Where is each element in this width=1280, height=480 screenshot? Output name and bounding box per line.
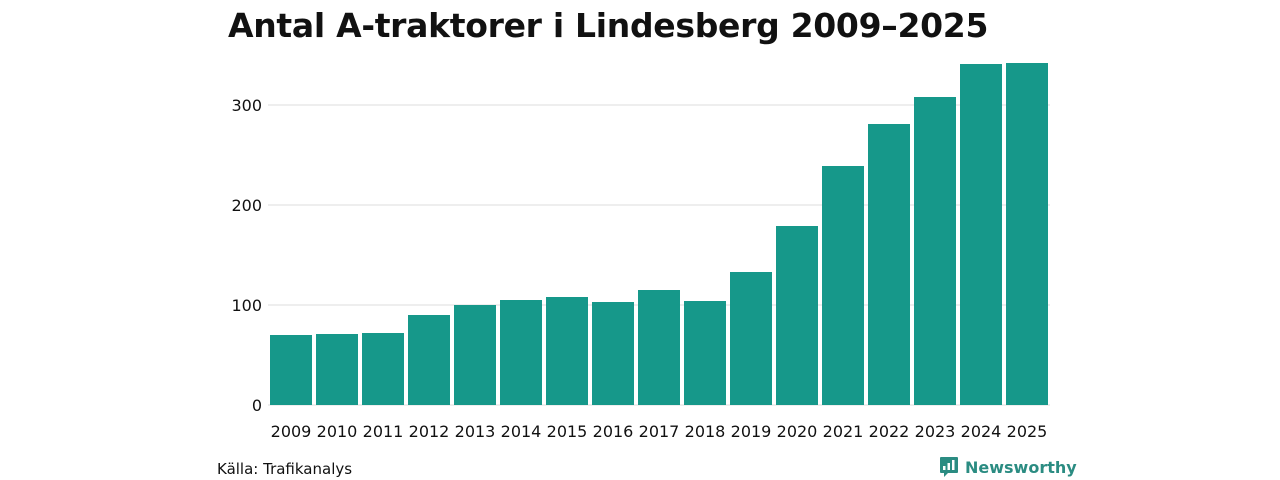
x-tick-label: 2021 xyxy=(823,422,864,441)
bar-2022 xyxy=(868,124,910,405)
bar-2014 xyxy=(500,300,542,405)
y-tick-label: 200 xyxy=(231,196,262,215)
source-note: Källa: Trafikanalys xyxy=(217,460,353,478)
x-tick-label: 2016 xyxy=(593,422,634,441)
x-tick-label: 2020 xyxy=(777,422,818,441)
bar-2013 xyxy=(454,305,496,405)
x-tick-label: 2010 xyxy=(317,422,358,441)
bar-2024 xyxy=(960,64,1002,405)
x-tick-label: 2023 xyxy=(915,422,956,441)
x-tick-label: 2013 xyxy=(455,422,496,441)
x-tick-label: 2024 xyxy=(961,422,1002,441)
y-tick-label: 100 xyxy=(231,296,262,315)
brand-name: Newsworthy xyxy=(965,457,1077,477)
x-tick-label: 2017 xyxy=(639,422,680,441)
bar-2012 xyxy=(408,315,450,405)
x-tick-label: 2014 xyxy=(501,422,542,441)
x-tick-label: 2009 xyxy=(271,422,312,441)
newsworthy-icon xyxy=(940,457,958,477)
bar-2017 xyxy=(638,290,680,405)
bar-2023 xyxy=(914,97,956,405)
x-tick-label: 2022 xyxy=(869,422,910,441)
newsworthy-logo: Newsworthy xyxy=(939,456,1077,478)
bar-2020 xyxy=(776,226,818,405)
x-axis-ticks: 2009 2010 2011 2012 2013 2014 2015 2016 2017 2018… xyxy=(271,422,1048,441)
chart-title: Antal A-traktorer i Lindesberg 2009–2025 xyxy=(228,6,989,45)
bars xyxy=(270,63,1048,405)
x-tick-label: 2018 xyxy=(685,422,726,441)
bar-2018 xyxy=(684,301,726,405)
y-tick-label: 300 xyxy=(231,96,262,115)
y-axis-ticks: 0 100 200 300 xyxy=(231,96,262,415)
bar-2009 xyxy=(270,335,312,405)
bar-2015 xyxy=(546,297,588,405)
x-tick-label: 2015 xyxy=(547,422,588,441)
bar-2019 xyxy=(730,272,772,405)
x-tick-label: 2012 xyxy=(409,422,450,441)
x-tick-label: 2025 xyxy=(1007,422,1048,441)
x-tick-label: 2011 xyxy=(363,422,404,441)
bar-2010 xyxy=(316,334,358,405)
bar-2011 xyxy=(362,333,404,405)
bar-2025 xyxy=(1006,63,1048,405)
y-tick-label: 0 xyxy=(252,396,262,415)
bar-2021 xyxy=(822,166,864,405)
bar-2016 xyxy=(592,302,634,405)
x-tick-label: 2019 xyxy=(731,422,772,441)
